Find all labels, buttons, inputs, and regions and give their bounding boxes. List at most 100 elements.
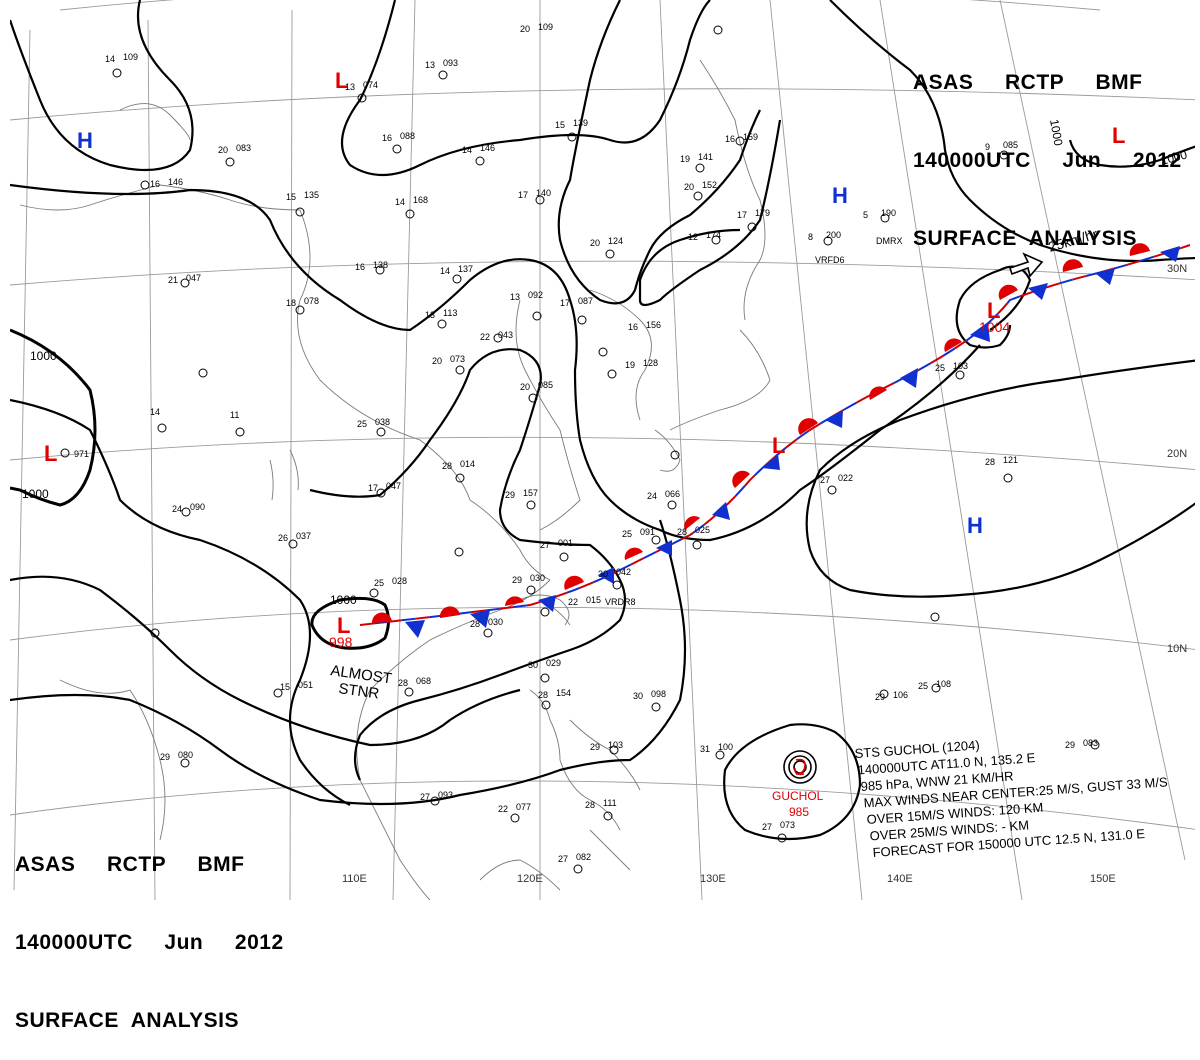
station-pressure: 090 bbox=[190, 502, 205, 512]
station-pressure: 047 bbox=[386, 481, 401, 491]
station-temp: 14 bbox=[150, 407, 160, 417]
station-pressure: 138 bbox=[373, 260, 388, 270]
header-bottom-line2: 140000UTC Jun 2012 bbox=[15, 931, 284, 954]
station-pressure: 091 bbox=[640, 527, 655, 537]
station-temp: 20 bbox=[432, 356, 442, 366]
header-top: ASAS RCTP BMF 140000UTC Jun 2012 SURFACE… bbox=[913, 18, 1182, 278]
isobar-label: 1000 bbox=[1047, 118, 1065, 147]
header-bottom: ASAS RCTP BMF 140000UTC Jun 2012 SURFACE… bbox=[15, 800, 284, 1060]
station-pressure: 025 bbox=[695, 525, 710, 535]
header-bottom-line3: SURFACE ANALYSIS bbox=[15, 1009, 239, 1032]
station-temp: 13 bbox=[425, 310, 435, 320]
pressure-center-l: L bbox=[987, 298, 1000, 323]
station-temp: 30 bbox=[633, 691, 643, 701]
station-temp: 20 bbox=[590, 238, 600, 248]
station-temp: 28 bbox=[538, 690, 548, 700]
station-pressure: 030 bbox=[530, 573, 545, 583]
station-temp: 25 bbox=[357, 419, 367, 429]
pressure-center-l: L bbox=[44, 441, 57, 466]
station-pressure: 140 bbox=[536, 188, 551, 198]
header-top-line2: 140000UTC Jun 2012 bbox=[913, 149, 1182, 172]
station-temp: 29 bbox=[875, 692, 885, 702]
station-temp: 8 bbox=[808, 232, 813, 242]
station-temp: 29 bbox=[505, 490, 515, 500]
station-pressure: 083 bbox=[236, 143, 251, 153]
station-code-dmrx: DMRX bbox=[876, 236, 903, 246]
pressure-center-l: L bbox=[337, 613, 350, 638]
station-pressure: 156 bbox=[646, 320, 661, 330]
station-temp: 28 bbox=[985, 457, 995, 467]
station-pressure: 190 bbox=[881, 208, 896, 218]
station-temp: 25 bbox=[918, 681, 928, 691]
station-temp: 20 bbox=[520, 382, 530, 392]
station-temp: 17 bbox=[368, 483, 378, 493]
lat-label: 20N bbox=[1167, 448, 1187, 460]
station-temp: 13 bbox=[510, 292, 520, 302]
station-temp: 25 bbox=[374, 578, 384, 588]
station-temp: 18 bbox=[286, 298, 296, 308]
station-pressure: 088 bbox=[400, 131, 415, 141]
station-temp: 17 bbox=[560, 298, 570, 308]
station-temp: 30 bbox=[598, 569, 608, 579]
station-code-vrdr8: VRDR8 bbox=[605, 597, 636, 607]
station-pressure: 157 bbox=[523, 488, 538, 498]
station-temp: 22 bbox=[480, 332, 490, 342]
station-temp: 22 bbox=[498, 804, 508, 814]
station-pressure: 085 bbox=[1003, 140, 1018, 150]
station-temp: 22 bbox=[568, 597, 578, 607]
station-temp: 20 bbox=[520, 24, 530, 34]
station-pressure: 038 bbox=[375, 417, 390, 427]
typhoon-pressure-label: 985 bbox=[789, 805, 809, 819]
station-pressure: 146 bbox=[168, 177, 183, 187]
station-pressure: 092 bbox=[528, 290, 543, 300]
lat-label: 10N bbox=[1167, 643, 1187, 655]
station-pressure: 037 bbox=[296, 531, 311, 541]
station-temp: 15 bbox=[286, 192, 296, 202]
pressure-center-l: L bbox=[772, 433, 785, 458]
station-pressure: 001 bbox=[558, 538, 573, 548]
station-pressure: 128 bbox=[643, 358, 658, 368]
isobar-labels: 1000 1000 1000 1000 1000 bbox=[22, 118, 1189, 607]
station-pressure: 103 bbox=[953, 361, 968, 371]
station-pressure: 109 bbox=[123, 52, 138, 62]
station-temp: 16 bbox=[150, 179, 160, 189]
station-temp: 16 bbox=[355, 262, 365, 272]
station-pressure: 100 bbox=[718, 742, 733, 752]
station-temp: 11 bbox=[230, 410, 239, 420]
station-temp: 13 bbox=[425, 60, 435, 70]
station-pressure: 047 bbox=[186, 273, 201, 283]
station-temp: 31 bbox=[700, 744, 710, 754]
isobar-label: 1000 bbox=[1159, 147, 1189, 168]
lon-label: 130E bbox=[700, 873, 726, 885]
header-top-line3: SURFACE ANALYSIS bbox=[913, 227, 1137, 250]
station-temp: 29 bbox=[160, 752, 170, 762]
isobars bbox=[10, 0, 1195, 841]
station-temp: 17 bbox=[737, 210, 747, 220]
header-top-line1: ASAS RCTP BMF bbox=[913, 71, 1143, 94]
station-temp: 14 bbox=[105, 54, 115, 64]
station-temp: 27 bbox=[540, 540, 550, 550]
station-pressure: 015 bbox=[586, 595, 601, 605]
station-pressure: 174 bbox=[706, 230, 721, 240]
surface-analysis-map: 110E 120E 130E 140E 150E 10N 20N 30N 14 109 13 074… bbox=[10, 0, 1195, 900]
station-temp: 28 bbox=[470, 619, 480, 629]
station-pressure: 159 bbox=[743, 132, 758, 142]
station-temp: 28 bbox=[442, 461, 452, 471]
station-temp: 17 bbox=[518, 190, 528, 200]
isobar-label: 1000 bbox=[30, 349, 57, 363]
station-temp: 28 bbox=[398, 678, 408, 688]
pressure-center-h: H bbox=[967, 513, 983, 538]
graticule-labels: 110E 120E 130E 140E 150E 10N 20N 30N bbox=[342, 263, 1187, 885]
station-temp: 13 bbox=[345, 82, 355, 92]
station-pressure: 022 bbox=[838, 473, 853, 483]
station-temp: 15 bbox=[280, 682, 290, 692]
station-temp: 25 bbox=[622, 529, 632, 539]
station-symbols bbox=[60, 25, 1100, 874]
station-temp: 28 bbox=[677, 527, 687, 537]
station-temp: 19 bbox=[680, 154, 690, 164]
station-pressure: 078 bbox=[304, 296, 319, 306]
station-pressure: 146 bbox=[480, 143, 495, 153]
typhoon-icon bbox=[794, 758, 806, 776]
